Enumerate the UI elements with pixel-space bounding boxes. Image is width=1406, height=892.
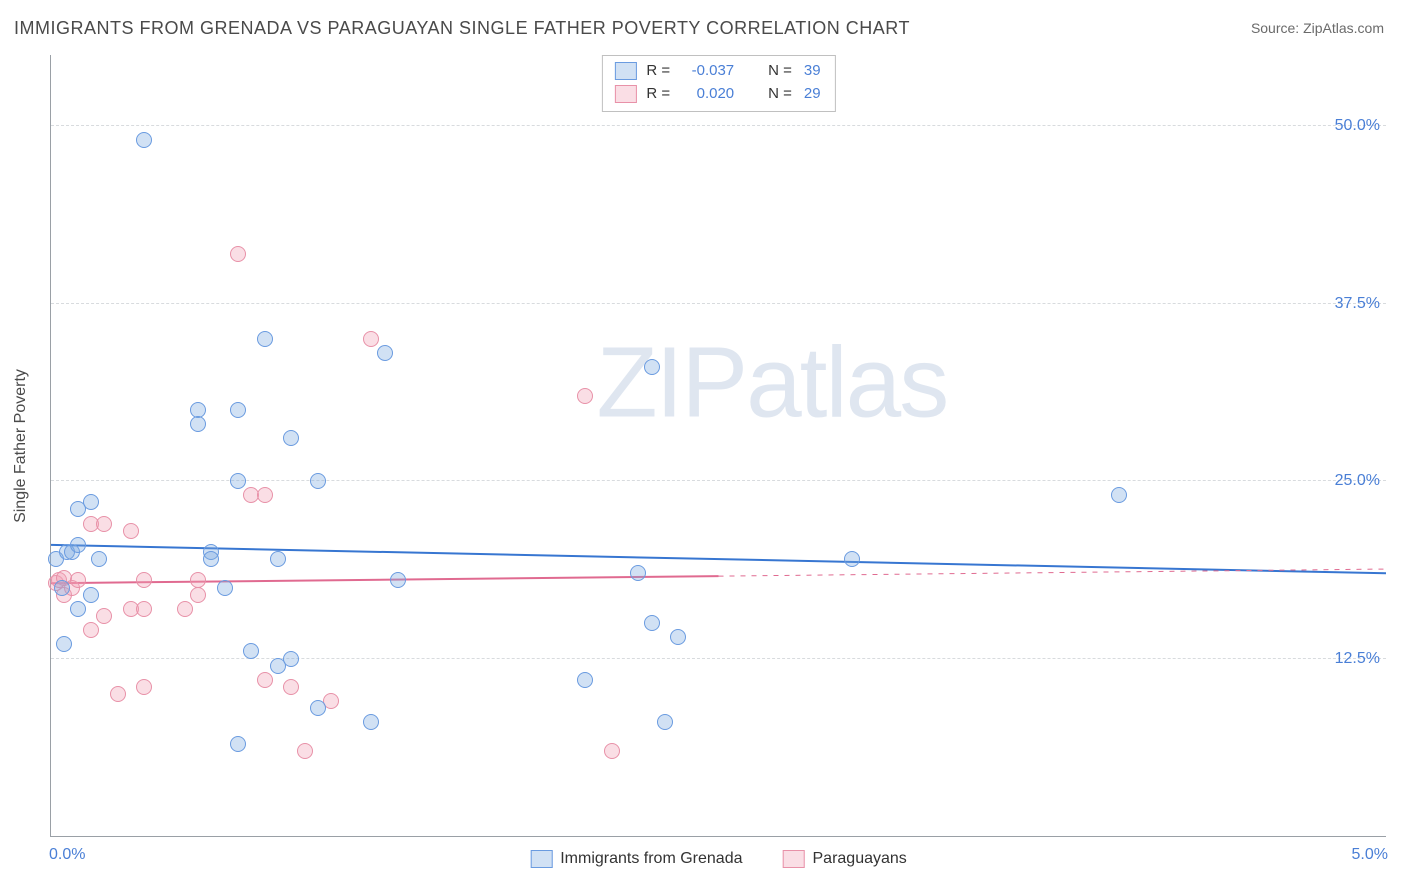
- gridline: [51, 125, 1386, 126]
- legend-n-grenada: 39: [804, 60, 821, 83]
- legend-item-grenada: Immigrants from Grenada: [530, 850, 742, 868]
- scatter-point-paraguay: [96, 516, 112, 532]
- legend-label-grenada: Immigrants from Grenada: [560, 850, 742, 868]
- gridline: [51, 480, 1386, 481]
- legend-swatch-paraguay: [614, 85, 636, 103]
- y-axis-title: Single Father Poverty: [12, 369, 30, 523]
- scatter-point-paraguay: [283, 679, 299, 695]
- scatter-point-grenada: [230, 473, 246, 489]
- watermark: ZIPatlas: [596, 326, 947, 441]
- plot-area: Single Father Poverty ZIPatlas 12.5%25.0…: [50, 55, 1386, 837]
- scatter-point-grenada: [91, 551, 107, 567]
- scatter-point-paraguay: [177, 601, 193, 617]
- scatter-point-grenada: [844, 551, 860, 567]
- scatter-point-paraguay: [70, 572, 86, 588]
- scatter-point-grenada: [283, 430, 299, 446]
- x-tick-min: 0.0%: [49, 846, 85, 864]
- scatter-point-grenada: [283, 651, 299, 667]
- scatter-point-grenada: [70, 601, 86, 617]
- scatter-point-grenada: [54, 580, 70, 596]
- legend-series: Immigrants from Grenada Paraguayans: [530, 850, 907, 868]
- scatter-point-paraguay: [123, 523, 139, 539]
- scatter-point-grenada: [136, 132, 152, 148]
- scatter-point-paraguay: [604, 743, 620, 759]
- scatter-point-paraguay: [136, 601, 152, 617]
- scatter-point-grenada: [243, 643, 259, 659]
- legend-n-label: N =: [768, 60, 792, 83]
- scatter-point-grenada: [230, 402, 246, 418]
- y-tick-label: 37.5%: [1335, 295, 1380, 313]
- legend-correlation: R = -0.037 N = 39 R = 0.020 N = 29: [601, 55, 835, 112]
- regression-line-grenada: [51, 545, 1386, 573]
- scatter-point-grenada: [257, 331, 273, 347]
- legend-r-label: R =: [646, 60, 670, 83]
- scatter-point-grenada: [217, 580, 233, 596]
- scatter-point-paraguay: [190, 572, 206, 588]
- scatter-point-grenada: [270, 551, 286, 567]
- scatter-point-paraguay: [257, 672, 273, 688]
- scatter-point-paraguay: [83, 622, 99, 638]
- scatter-point-grenada: [577, 672, 593, 688]
- scatter-point-grenada: [310, 700, 326, 716]
- legend-n-paraguay: 29: [804, 83, 821, 106]
- y-tick-label: 12.5%: [1335, 650, 1380, 668]
- legend-row-paraguay: R = 0.020 N = 29: [614, 83, 822, 106]
- scatter-point-grenada: [363, 714, 379, 730]
- legend-swatch-grenada: [530, 850, 552, 868]
- scatter-point-grenada: [644, 359, 660, 375]
- scatter-point-paraguay: [136, 679, 152, 695]
- legend-n-label: N =: [768, 83, 792, 106]
- scatter-point-grenada: [230, 736, 246, 752]
- scatter-point-paraguay: [110, 686, 126, 702]
- scatter-point-grenada: [377, 345, 393, 361]
- y-tick-label: 50.0%: [1335, 117, 1380, 135]
- legend-swatch-paraguay: [782, 850, 804, 868]
- chart-title: IMMIGRANTS FROM GRENADA VS PARAGUAYAN SI…: [14, 18, 910, 39]
- scatter-point-grenada: [657, 714, 673, 730]
- scatter-point-paraguay: [257, 487, 273, 503]
- scatter-point-grenada: [310, 473, 326, 489]
- legend-r-label: R =: [646, 83, 670, 106]
- legend-row-grenada: R = -0.037 N = 39: [614, 60, 822, 83]
- scatter-point-paraguay: [363, 331, 379, 347]
- scatter-point-paraguay: [230, 246, 246, 262]
- regression-lines: [51, 55, 1386, 836]
- legend-item-paraguay: Paraguayans: [782, 850, 906, 868]
- scatter-point-paraguay: [136, 572, 152, 588]
- scatter-point-paraguay: [577, 388, 593, 404]
- scatter-point-grenada: [83, 587, 99, 603]
- x-tick-max: 5.0%: [1352, 846, 1388, 864]
- scatter-point-grenada: [390, 572, 406, 588]
- scatter-point-grenada: [203, 551, 219, 567]
- legend-label-paraguay: Paraguayans: [812, 850, 906, 868]
- scatter-point-grenada: [190, 416, 206, 432]
- scatter-point-paraguay: [297, 743, 313, 759]
- regression-line-paraguay-extrapolated: [719, 569, 1387, 576]
- chart-source: Source: ZipAtlas.com: [1251, 20, 1384, 36]
- scatter-point-grenada: [70, 537, 86, 553]
- legend-r-paraguay: 0.020: [682, 83, 734, 106]
- legend-r-grenada: -0.037: [682, 60, 734, 83]
- scatter-point-grenada: [1111, 487, 1127, 503]
- gridline: [51, 303, 1386, 304]
- scatter-point-paraguay: [190, 587, 206, 603]
- y-tick-label: 25.0%: [1335, 472, 1380, 490]
- scatter-point-grenada: [630, 565, 646, 581]
- scatter-point-grenada: [83, 494, 99, 510]
- scatter-point-grenada: [670, 629, 686, 645]
- scatter-point-grenada: [644, 615, 660, 631]
- scatter-point-paraguay: [96, 608, 112, 624]
- scatter-point-grenada: [56, 636, 72, 652]
- legend-swatch-grenada: [614, 62, 636, 80]
